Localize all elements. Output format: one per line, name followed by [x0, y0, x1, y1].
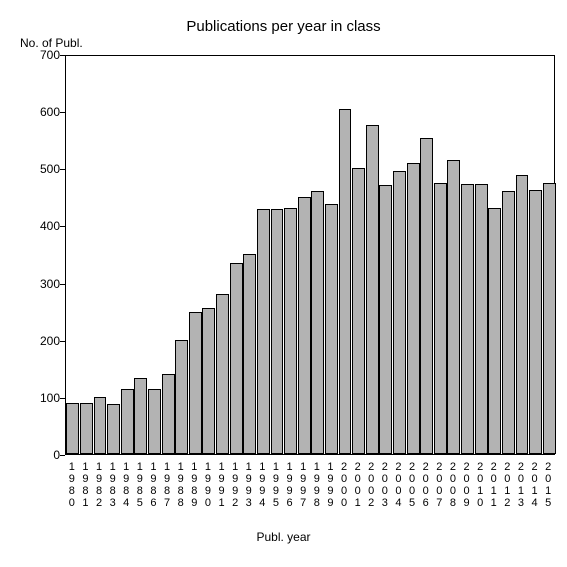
bar	[529, 190, 542, 454]
y-tick-label: 600	[40, 105, 60, 119]
x-tick-label: 1987	[160, 461, 174, 509]
x-tick-label: 1998	[310, 461, 324, 509]
x-tick-label: 1995	[269, 461, 283, 509]
x-tick-label: 2010	[473, 461, 487, 509]
x-tick-label: 1993	[242, 461, 256, 509]
y-tick-mark	[60, 284, 65, 285]
bar	[502, 191, 515, 454]
x-tick-label: 1983	[106, 461, 120, 509]
x-tick-label: 1980	[65, 461, 79, 509]
bar	[298, 197, 311, 454]
y-tick-mark	[60, 112, 65, 113]
y-tick-mark	[60, 55, 65, 56]
y-tick-mark	[60, 169, 65, 170]
x-tick-label: 1988	[174, 461, 188, 509]
y-tick-label: 500	[40, 162, 60, 176]
bar	[543, 183, 556, 454]
x-tick-label: 2001	[351, 461, 365, 509]
bar	[393, 171, 406, 454]
x-tick-label: 2015	[541, 461, 555, 509]
bar	[488, 208, 501, 454]
bar	[339, 109, 352, 454]
x-tick-label: 2014	[528, 461, 542, 509]
bar	[80, 403, 93, 454]
bar	[134, 378, 147, 454]
bar	[271, 209, 284, 454]
y-tick-mark	[60, 455, 65, 456]
y-tick-label: 100	[40, 391, 60, 405]
x-tick-label: 1984	[119, 461, 133, 509]
bar	[107, 404, 120, 454]
x-tick-label: 1990	[201, 461, 215, 509]
x-axis-label: Publ. year	[256, 530, 310, 544]
bar	[284, 208, 297, 454]
y-tick-mark	[60, 341, 65, 342]
plot-area	[65, 55, 555, 455]
bar	[216, 294, 229, 454]
x-tick-label: 2008	[446, 461, 460, 509]
bar	[175, 340, 188, 454]
x-tick-label: 2000	[337, 461, 351, 509]
x-tick-label: 2013	[514, 461, 528, 509]
bar	[243, 254, 256, 454]
y-tick-label: 0	[53, 448, 60, 462]
bar	[407, 163, 420, 454]
bar	[66, 403, 79, 454]
bar	[434, 183, 447, 454]
x-tick-label: 1985	[133, 461, 147, 509]
y-tick-mark	[60, 398, 65, 399]
bar	[311, 191, 324, 454]
y-tick-label: 400	[40, 219, 60, 233]
bar	[447, 160, 460, 454]
bar	[420, 138, 433, 454]
x-tick-label: 1989	[188, 461, 202, 509]
bar	[325, 204, 338, 454]
bar	[352, 168, 365, 454]
bar	[379, 185, 392, 454]
bar	[189, 312, 202, 454]
x-tick-label: 1992	[228, 461, 242, 509]
bar	[516, 175, 529, 454]
bar	[162, 374, 175, 454]
x-tick-label: 2005	[405, 461, 419, 509]
bar	[202, 308, 215, 454]
x-tick-label: 2006	[419, 461, 433, 509]
y-tick-label: 300	[40, 277, 60, 291]
chart-container: Publications per year in class No. of Pu…	[0, 0, 567, 567]
x-tick-label: 1997	[296, 461, 310, 509]
bar	[257, 209, 270, 454]
x-tick-label: 1991	[215, 461, 229, 509]
x-tick-label: 1986	[147, 461, 161, 509]
x-tick-label: 2012	[501, 461, 515, 509]
x-tick-label: 1994	[256, 461, 270, 509]
bar	[461, 184, 474, 454]
y-tick-label: 700	[40, 48, 60, 62]
x-tick-label: 2002	[364, 461, 378, 509]
bar	[475, 184, 488, 454]
bar	[94, 397, 107, 454]
bar	[121, 389, 134, 454]
x-tick-label: 2011	[487, 461, 501, 509]
x-tick-label: 2004	[392, 461, 406, 509]
x-tick-label: 2007	[433, 461, 447, 509]
x-tick-label: 1982	[92, 461, 106, 509]
bar	[148, 389, 161, 454]
x-tick-label: 2003	[378, 461, 392, 509]
y-tick-mark	[60, 226, 65, 227]
x-tick-label: 1996	[283, 461, 297, 509]
y-tick-label: 200	[40, 334, 60, 348]
bar	[366, 125, 379, 454]
bar	[230, 263, 243, 454]
chart-title: Publications per year in class	[186, 18, 380, 35]
x-tick-label: 1999	[324, 461, 338, 509]
x-tick-label: 1981	[79, 461, 93, 509]
x-tick-label: 2009	[460, 461, 474, 509]
